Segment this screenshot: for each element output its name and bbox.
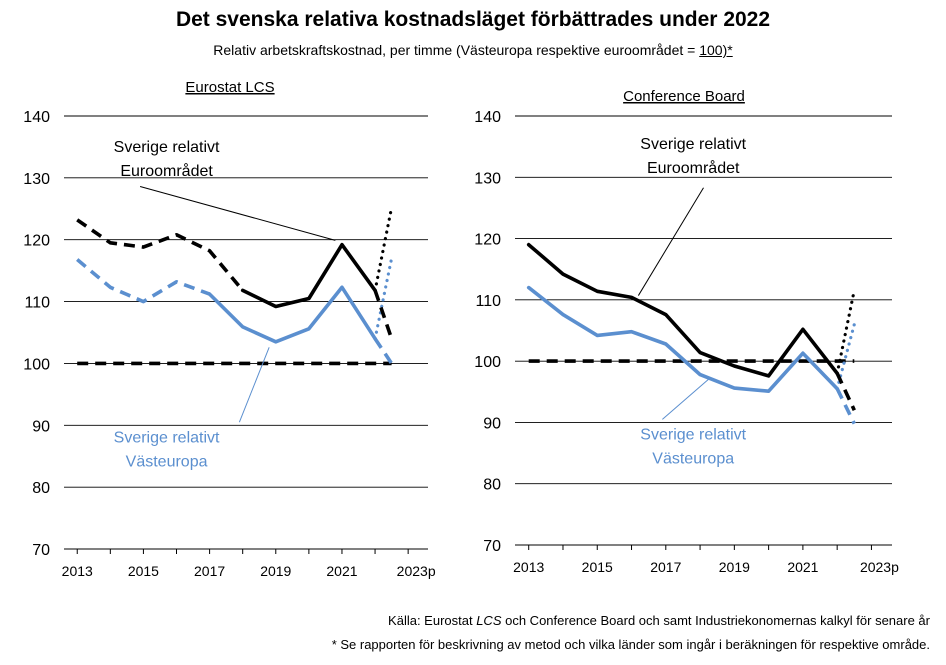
- x-tick-label: 2015: [128, 563, 159, 579]
- y-tick-label: 90: [483, 415, 501, 432]
- source-italic: LCS: [476, 613, 502, 628]
- series-line-dotted: [373, 256, 394, 341]
- panel-title: Conference Board: [623, 88, 745, 105]
- series-line-solid: [526, 242, 840, 378]
- x-tick-label: 2023p: [397, 563, 436, 579]
- footnote: * Se rapporten för beskrivning av metod …: [331, 637, 930, 652]
- source-note: Källa: Eurostat LCS och Conference Board…: [388, 613, 930, 628]
- panel-conference-board: 70 80 90 100 110 120 130 140 2013 2015 2017 2019 202…: [474, 88, 899, 575]
- annotation-label: Sverige relativt: [114, 139, 220, 156]
- annotation-label: Västeuropa: [652, 451, 734, 468]
- panel-eurostat-lcs: 70 80 90 100 110 120 130 140 2013 2015 2017 2019 202…: [23, 79, 436, 579]
- x-tick-label: 2017: [650, 559, 681, 575]
- annotation-label: Västeuropa: [126, 454, 208, 471]
- annotation-label: Sverige relativt: [114, 430, 220, 447]
- subtitle-text: Relativ arbetskraftskostnad, per timme (…: [213, 42, 700, 58]
- y-tick-label: 140: [474, 109, 501, 126]
- series-line-dashed: [835, 387, 856, 425]
- annotation-pointer: [637, 187, 704, 296]
- x-tick-label: 2013: [513, 559, 544, 575]
- y-tick-label: 100: [23, 356, 50, 373]
- chart-subtitle: Relativ arbetskraftskostnad, per timme (…: [0, 42, 946, 58]
- annotation-pointer: [139, 186, 336, 241]
- source-post: och Conference Board och samt Industriek…: [501, 613, 930, 628]
- subtitle-link[interactable]: 100)*: [699, 42, 733, 58]
- chart-title: Det svenska relativa kostnadsläget förbä…: [175, 8, 771, 31]
- y-tick-label: 70: [483, 538, 501, 555]
- panel-title: Eurostat LCS: [185, 79, 274, 96]
- annotation-pointer: [238, 347, 270, 423]
- series-line-dashed: [76, 218, 245, 292]
- x-tick-label: 2023p: [860, 559, 899, 575]
- series-line-solid: [207, 285, 377, 344]
- series-line-solid: [240, 242, 377, 309]
- y-tick-label: 120: [23, 233, 50, 250]
- series-line-dashed: [373, 289, 394, 340]
- x-tick-label: 2021: [787, 559, 818, 575]
- x-tick-label: 2021: [326, 563, 357, 579]
- y-tick-label: 120: [474, 232, 501, 249]
- y-tick-label: 90: [32, 418, 50, 435]
- series-line-dotted: [835, 322, 856, 391]
- series-line-dashed: [835, 372, 856, 411]
- source-pre: Källa: Eurostat: [388, 613, 477, 628]
- x-tick-label: 2015: [582, 559, 613, 575]
- series-line-dashed: [76, 258, 211, 304]
- y-tick-label: 110: [475, 293, 501, 310]
- y-tick-label: 80: [32, 480, 50, 497]
- annotation-label: Sverige relativt: [640, 136, 746, 153]
- x-tick-label: 2017: [194, 563, 225, 579]
- series-line-dotted: [373, 205, 394, 292]
- y-tick-label: 130: [474, 170, 501, 187]
- series-line-dotted: [835, 288, 856, 375]
- x-tick-label: 2019: [260, 563, 291, 579]
- annotation-pointer: [662, 377, 711, 420]
- y-tick-label: 70: [32, 542, 50, 559]
- y-tick-label: 100: [474, 354, 501, 371]
- y-tick-label: 130: [23, 171, 50, 188]
- y-tick-label: 140: [23, 109, 50, 126]
- annotation-label: Euroområdet: [120, 162, 213, 180]
- x-tick-label: 2013: [62, 563, 93, 579]
- series-line-solid: [526, 285, 840, 394]
- annotation-label: Sverige relativt: [640, 427, 746, 444]
- series-line-dashed: [373, 337, 394, 365]
- y-tick-label: 110: [24, 295, 50, 312]
- y-tick-label: 80: [483, 477, 501, 494]
- annotation-label: Euroområdet: [647, 159, 740, 177]
- x-tick-label: 2019: [719, 559, 750, 575]
